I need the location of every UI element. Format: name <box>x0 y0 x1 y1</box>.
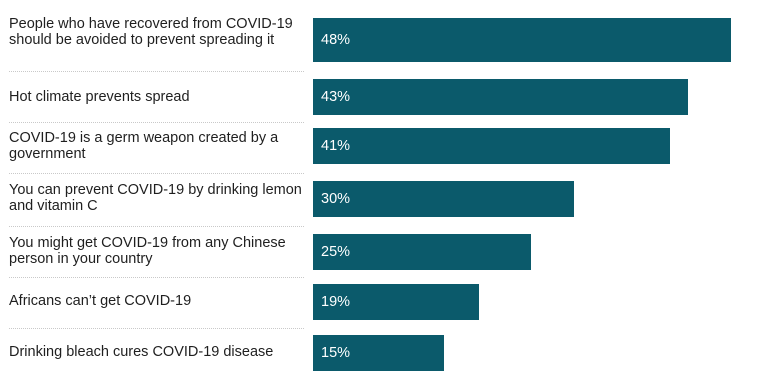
bar: 30% <box>313 181 574 217</box>
row-divider <box>9 277 304 278</box>
row-divider <box>9 173 304 174</box>
category-label: People who have recovered from COVID-19 … <box>9 16 293 48</box>
bar: 15% <box>313 335 444 371</box>
bar: 41% <box>313 128 670 164</box>
bar: 25% <box>313 234 531 270</box>
row-divider <box>9 122 304 123</box>
category-label: Hot climate prevents spread <box>9 89 190 105</box>
bar-value-label: 19% <box>321 294 351 310</box>
bar-value-label: 41% <box>321 138 351 154</box>
category-label: Africans can’t get COVID-19 <box>9 293 192 309</box>
category-label: You might get COVID-19 from any Chinese … <box>9 235 286 267</box>
category-label: You can prevent COVID-19 by drinking lem… <box>9 182 302 214</box>
row-divider <box>9 226 304 227</box>
row-divider <box>9 328 304 329</box>
category-label: Drinking bleach cures COVID-19 disease <box>9 344 274 360</box>
category-label: COVID-19 is a germ weapon created by a g… <box>9 130 279 162</box>
bar-value-label: 25% <box>321 244 351 260</box>
row-divider <box>9 71 304 72</box>
bar: 19% <box>313 284 479 320</box>
bar-value-label: 15% <box>321 345 351 361</box>
bar-value-label: 43% <box>321 89 351 105</box>
bar: 43% <box>313 79 688 115</box>
bar-value-label: 48% <box>321 32 351 48</box>
bar-value-label: 30% <box>321 191 351 207</box>
bar: 48% <box>313 18 731 62</box>
